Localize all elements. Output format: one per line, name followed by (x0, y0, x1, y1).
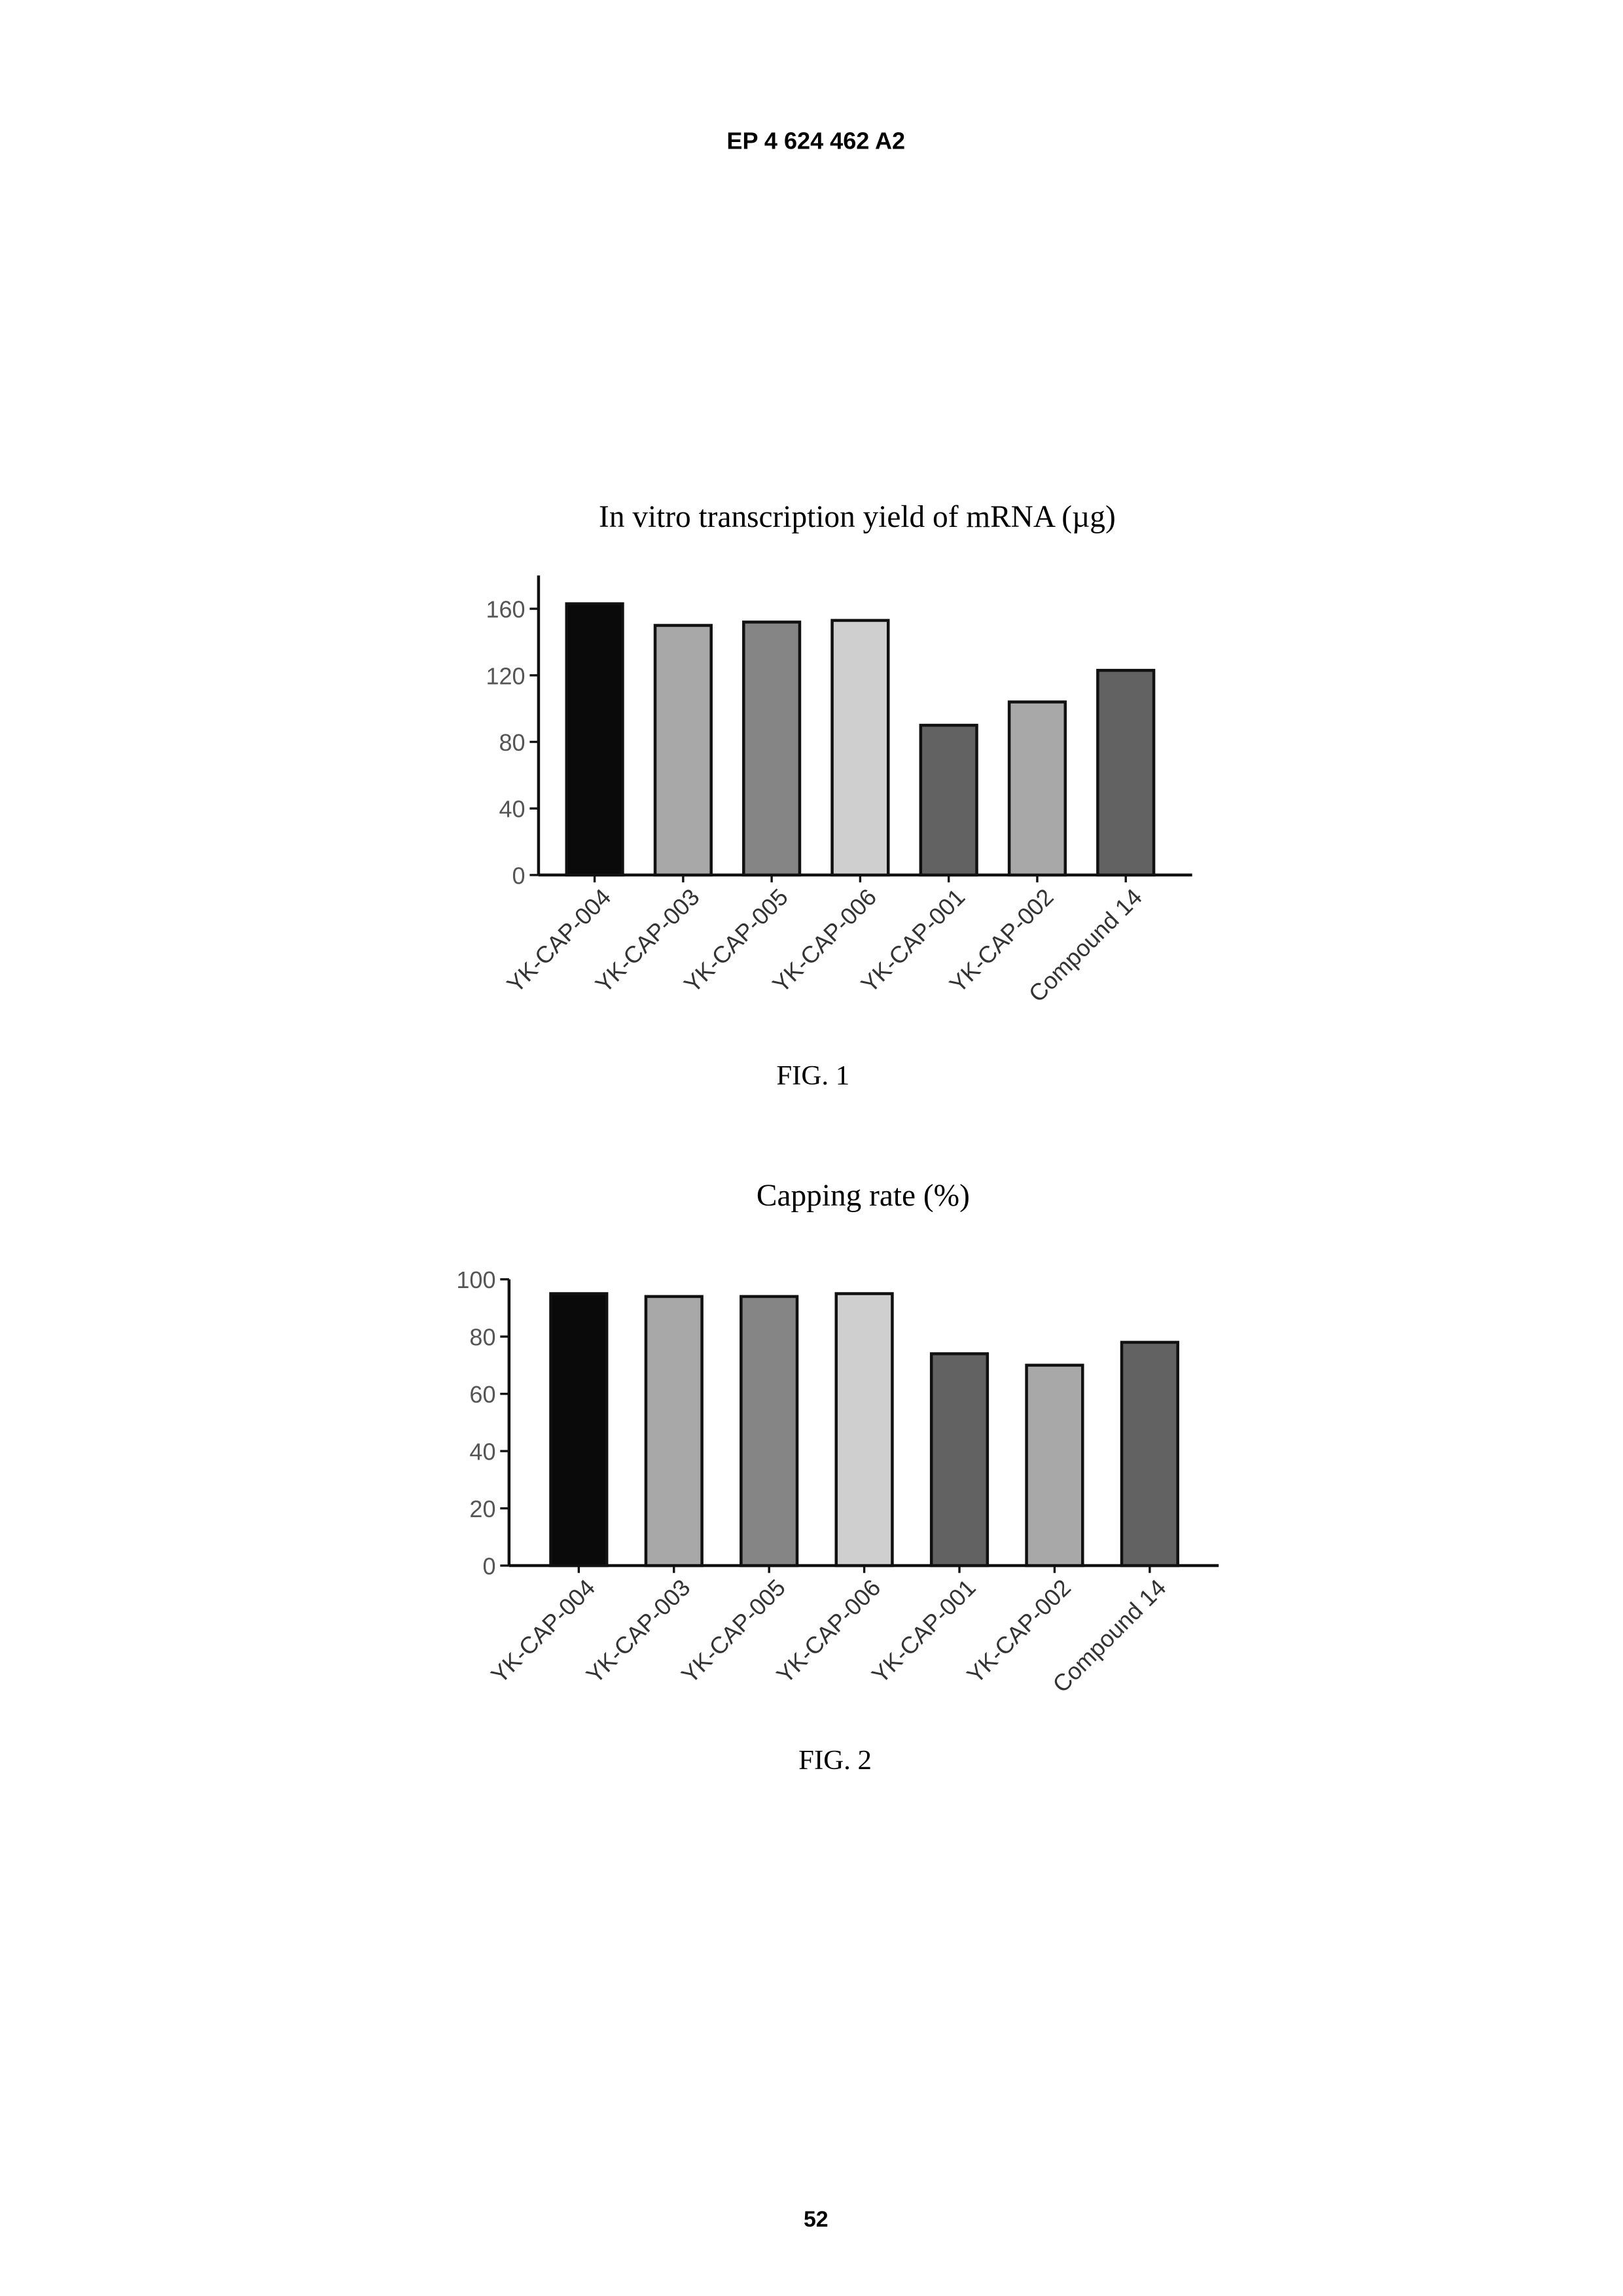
y-tick-label: 120 (486, 662, 525, 689)
y-tick-label: 60 (469, 1381, 495, 1408)
figure-caption: FIG. 2 (798, 1745, 872, 1776)
bar (646, 1297, 702, 1566)
y-tick-label: 40 (469, 1439, 495, 1465)
figure-caption: FIG. 1 (776, 1060, 849, 1091)
chart-title: In vitro transcription yield of mRNA (µg… (599, 500, 1116, 534)
bar (1027, 1365, 1083, 1566)
y-tick-label: 0 (512, 862, 526, 889)
y-tick-label: 160 (486, 596, 525, 623)
y-tick-label: 80 (469, 1324, 495, 1351)
bar (832, 620, 889, 875)
y-tick-label: 0 (482, 1553, 495, 1580)
bar (741, 1297, 797, 1566)
y-tick-label: 40 (499, 796, 526, 823)
y-tick-label: 20 (469, 1496, 495, 1522)
bar (551, 1294, 607, 1566)
bar (743, 622, 800, 874)
bar (1122, 1342, 1178, 1566)
bar (921, 725, 977, 875)
y-tick-label: 100 (456, 1266, 495, 1293)
bar (1097, 670, 1154, 875)
y-tick-label: 80 (499, 729, 526, 756)
bar (1009, 702, 1065, 874)
bar (931, 1354, 988, 1566)
page-number: 52 (804, 2207, 829, 2232)
bar (655, 626, 711, 875)
bar (567, 603, 623, 874)
bar (836, 1294, 893, 1566)
chart-title: Capping rate (%) (757, 1179, 970, 1213)
page-header: EP 4 624 462 A2 (726, 128, 905, 154)
